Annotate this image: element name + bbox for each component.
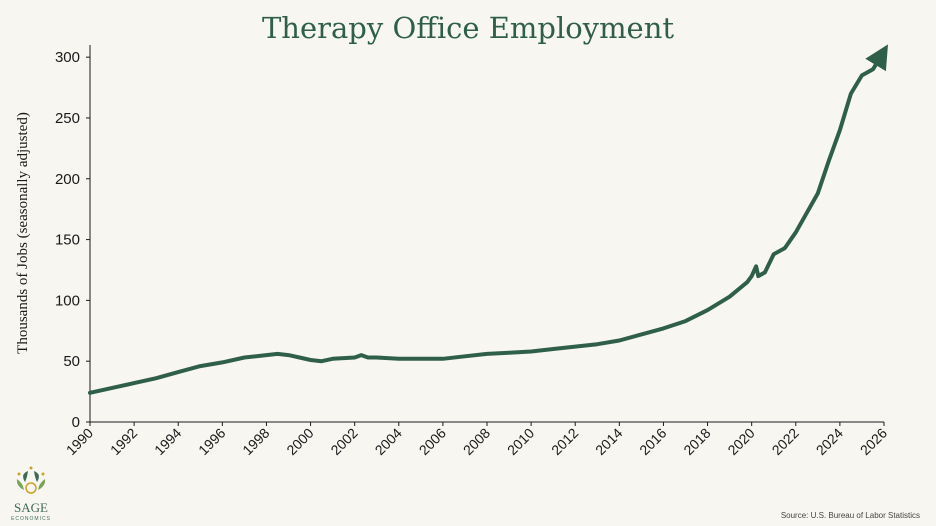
x-tick-label: 2006 (416, 425, 449, 458)
x-tick-label: 2022 (769, 425, 802, 458)
y-axis-label: Thousands of Jobs (seasonally adjusted) (15, 112, 31, 354)
x-tick-label: 2004 (372, 425, 405, 458)
y-tick-label: 250 (55, 110, 80, 127)
y-tick-label: 50 (63, 353, 80, 370)
x-tick-label: 1998 (239, 425, 272, 458)
x-tick-label: 1992 (107, 425, 140, 458)
x-tick-label: 2016 (636, 425, 669, 458)
y-tick-label: 300 (55, 49, 80, 66)
x-tick-label: 2020 (724, 425, 757, 458)
x-tick-label: 2002 (327, 425, 360, 458)
y-tick-label: 200 (55, 171, 80, 188)
logo-tagline: ECONOMICS (11, 516, 51, 522)
sage-economics-logo: SAGE ECONOMICS (11, 466, 51, 522)
source-note: Source: U.S. Bureau of Labor Statistics (781, 511, 920, 520)
sage-leaf-icon (16, 466, 46, 494)
x-tick-label: 2024 (813, 425, 846, 458)
x-tick-label: 1990 (63, 425, 96, 458)
x-tick-label: 2010 (504, 425, 537, 458)
y-tick-label: 150 (55, 232, 80, 249)
x-tick-label: 2014 (592, 425, 625, 458)
chart-title: Therapy Office Employment (262, 11, 674, 45)
logo-name: SAGE (14, 500, 48, 515)
x-tick-label: 1996 (195, 425, 228, 458)
x-tick-label: 2008 (460, 425, 493, 458)
x-tick-label: 2000 (283, 425, 316, 458)
x-tick-label: 2026 (857, 425, 890, 458)
y-tick-label: 100 (55, 292, 80, 309)
x-tick-label: 2012 (548, 425, 581, 458)
x-tick-label: 1994 (151, 425, 184, 458)
x-tick-label: 2018 (680, 425, 713, 458)
series-line-therapy-employment (88, 44, 888, 395)
y-tick-label: 0 (72, 414, 80, 431)
